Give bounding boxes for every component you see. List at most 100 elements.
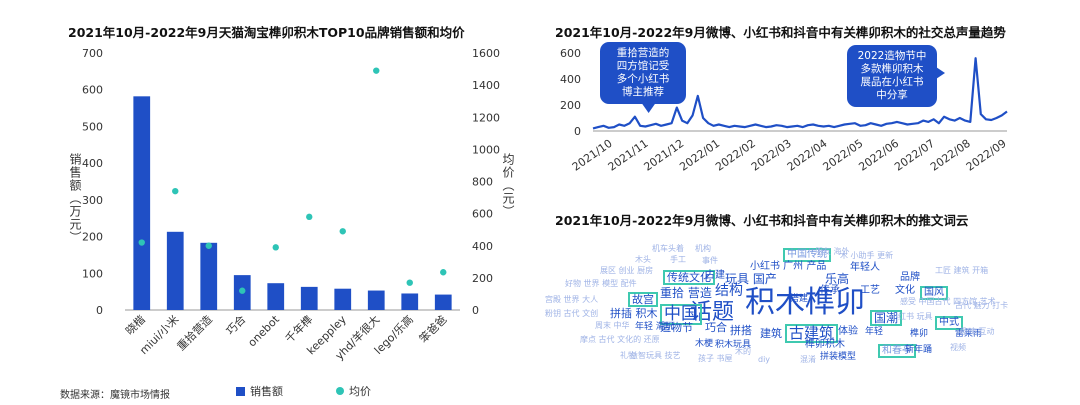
left-axis-tick-label: 200: [82, 231, 103, 244]
avg-price-dot: [138, 239, 145, 246]
right-axis-tick-label: 1000: [472, 143, 500, 156]
cloud-word: 混淆: [800, 355, 816, 364]
category-tick-label: onebot: [245, 312, 282, 349]
avg-price-dot: [239, 287, 246, 294]
x-axis-tick-label: 2022/02: [713, 137, 758, 174]
cloud-word: 乐高: [825, 272, 850, 286]
cloud-word: 文化: [895, 285, 915, 296]
cloud-word: 结构: [715, 283, 743, 299]
category-tick-label: 晓楷: [122, 312, 147, 337]
cloud-word: 雷莱雨: [955, 329, 983, 339]
right-axis-tick-label: 0: [472, 304, 479, 317]
cloud-word: 造物节: [660, 321, 693, 334]
cloud-word: 玩具 国产: [725, 272, 777, 286]
avg-price-dot: [205, 242, 212, 249]
right-axis-tick-label: 1200: [472, 111, 500, 124]
avg-price-dot: [440, 269, 447, 276]
cloud-word: 小红书 玩具: [890, 312, 933, 321]
category-tick-label: 千年榫: [282, 312, 315, 345]
cloud-word: 工艺: [860, 285, 880, 296]
avg-price-dot: [172, 187, 179, 195]
sales-bar: [334, 288, 352, 310]
right-axis-tick-label: 400: [472, 240, 493, 253]
volume-line: [592, 57, 1008, 130]
category-tick-label: 重拾营造: [174, 312, 215, 353]
bubble2-line: 多款榫卯积木: [860, 63, 924, 75]
cloud-word: 视频: [950, 343, 966, 352]
annotation-bubble-2: 2022造物节中 多款榫卯积木 展品在小红书 中分享: [847, 45, 945, 107]
x-axis-tick-label: 2021/12: [641, 137, 686, 174]
cloud-word: 木梗: [695, 339, 714, 349]
cloud-word: 中式: [935, 316, 963, 330]
right-chart-title: 2021年10月-2022年9月微博、小红书和抖音中有关榫卯积木的社交总声量趋势: [555, 25, 1006, 40]
left-axis-tick-label: 400: [82, 157, 103, 170]
right-axis-tick-label: 600: [472, 208, 493, 221]
x-axis-tick-label: 2022/09: [964, 137, 1009, 174]
cloud-word: 榫卯积木: [805, 339, 845, 350]
cloud-word: 积木榫卯: [745, 285, 865, 320]
x-axis-tick-label: 2022/06: [856, 137, 901, 174]
sales-price-chart: 0 100 200 300 400 500 600 700 0 200 400 600 800 1000 1…: [68, 47, 515, 363]
left-axis-tick-label: 300: [82, 194, 103, 207]
cloud-word: 朋友 海外: [815, 247, 850, 256]
bubble1-line: 多个小红书: [616, 73, 670, 85]
right-axis-tick-label: 200: [472, 272, 493, 285]
avg-price-dot: [272, 244, 279, 251]
y-axis-tick-label: 600: [560, 47, 581, 60]
cloud-word: 工匠 建筑 开箱: [935, 266, 989, 275]
legend-dot: 均价: [336, 383, 371, 399]
bubble1-line: 四方馆记受: [616, 60, 670, 72]
cloud-word: 机车头着: [652, 244, 684, 253]
cloud-word: 搭建: [790, 294, 809, 304]
sales-bar: [367, 290, 385, 310]
sales-bar: [300, 286, 318, 310]
annotation-bubble-1: 重拾营造的 四方馆记受 多个小红书 博主推荐: [600, 42, 686, 104]
cloud-word: 巧合: [705, 321, 727, 334]
avg-price-dot: [339, 228, 346, 235]
social-volume-chart: 02004006002021/102021/112021/122022/0120…: [560, 47, 1009, 174]
right-axis-tick-label: 1600: [472, 47, 500, 60]
cloud-word: 体验: [838, 326, 858, 337]
left-axis-title: 销售额（万元）: [68, 153, 82, 244]
cloud-word: 宫殿 世界 大人: [545, 295, 599, 304]
cloud-word: 中国传统: [783, 248, 831, 262]
y-axis-tick-label: 0: [574, 125, 581, 138]
legend-dot-label: 均价: [349, 385, 371, 398]
sales-bar: [434, 294, 452, 310]
dot-swatch-icon: [336, 387, 344, 395]
cloud-word: 和春亭: [878, 344, 916, 358]
x-axis-tick-label: 2022/08: [928, 137, 973, 174]
cloud-word: 事件: [702, 256, 718, 265]
category-tick-label: 笨爸爸: [416, 312, 449, 345]
category-tick-label: 巧合: [223, 312, 248, 337]
cloud-word: 传统文化: [663, 270, 715, 285]
x-axis-tick-label: 2021/10: [570, 137, 615, 174]
source-note: 数据来源：魔镜市场情报: [60, 390, 170, 401]
cloud-word: 建筑: [760, 327, 782, 340]
sales-bar: [401, 293, 419, 310]
y-axis-tick-label: 400: [560, 73, 581, 86]
x-axis-tick-label: 2022/07: [892, 137, 937, 174]
cloud-word: 年轻: [865, 327, 884, 337]
legend-bar: 销售额: [236, 383, 283, 399]
cloud-word: 年轻 潮玩: [635, 322, 674, 332]
cloud-word: 趣味 互动: [960, 327, 995, 336]
bubble1-line: 重拾营造的: [616, 47, 670, 59]
bubble1-line: 博主推荐: [622, 86, 664, 98]
cloud-word: 中国: [660, 304, 702, 325]
cloud-word: 小红书 广州 产品: [750, 261, 827, 272]
sales-bar: [166, 231, 184, 310]
cloud-word: 展区 创业 厨房: [600, 266, 654, 275]
x-axis-tick-label: 2021/11: [606, 137, 651, 174]
x-axis-tick-label: 2022/05: [821, 137, 866, 174]
bar-swatch-icon: [236, 386, 245, 396]
left-axis-tick-label: 700: [82, 47, 103, 60]
bubble2-line: 展品在小红书: [860, 76, 924, 88]
cloud-word: 故宫: [628, 292, 658, 307]
cloud-title: 2021年10月-2022年9月微博、小红书和抖音中有关榫卯积木的推文词云: [555, 213, 969, 228]
bubble2-line: 2022造物节中: [857, 50, 927, 62]
cloud-word: 孩子 书屋: [698, 354, 733, 363]
avg-price-dot: [373, 67, 380, 74]
y-axis-tick-label: 200: [560, 99, 581, 112]
cloud-word: 周末 中华: [595, 321, 630, 330]
